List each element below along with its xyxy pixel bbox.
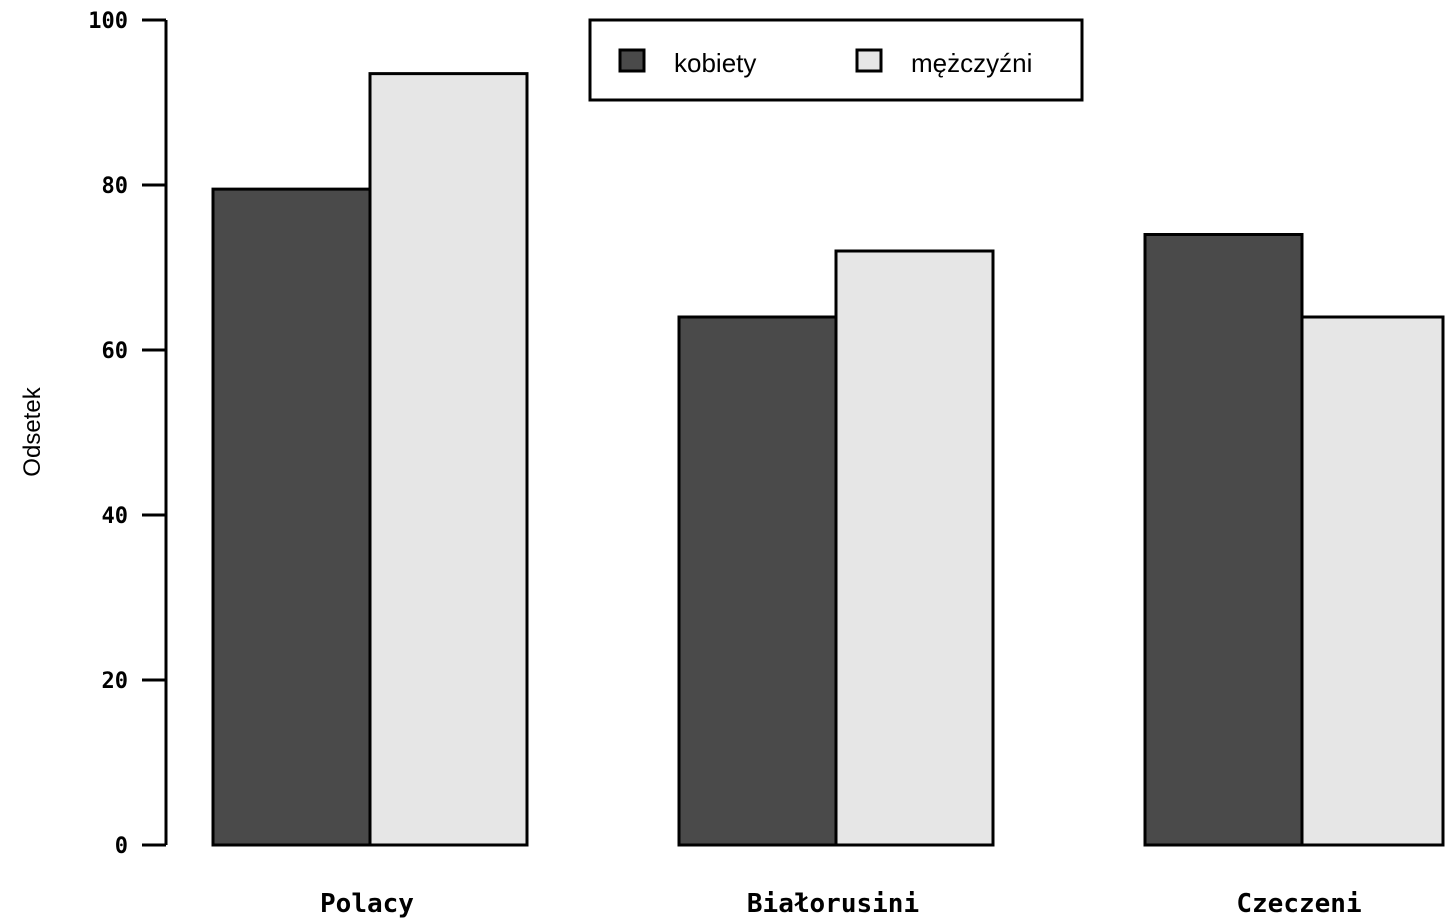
bar-0-0	[211, 187, 372, 847]
legend: kobiety mężczyźni	[588, 18, 1084, 102]
bars	[211, 72, 1445, 847]
y-tick-label: 0	[115, 834, 128, 859]
category-label: Polacy	[320, 889, 414, 919]
bar-1-1	[834, 249, 995, 847]
bar-1-0	[677, 315, 838, 847]
y-axis-label: Odsetek	[19, 386, 46, 476]
y-tick-label: 40	[102, 504, 129, 529]
bar-2-1	[1300, 315, 1445, 847]
y-tick-label: 100	[88, 9, 128, 34]
legend-swatch	[618, 48, 646, 73]
legend-box	[588, 18, 1084, 102]
y-tick-label: 80	[102, 174, 129, 199]
y-axis: 0 20 40 60 80 100	[88, 9, 168, 859]
category-labels: Polacy Białorusini Czeczeni	[320, 889, 1362, 919]
legend-swatch	[855, 48, 883, 73]
legend-label: kobiety	[674, 48, 756, 78]
legend-label: mężczyźni	[911, 48, 1032, 78]
category-label: Czeczeni	[1236, 889, 1361, 919]
category-label: Białorusini	[747, 889, 919, 919]
y-tick-label: 60	[102, 339, 129, 364]
y-tick-label: 20	[102, 669, 129, 694]
bar-0-1	[368, 72, 529, 847]
bar-2-0	[1143, 233, 1304, 847]
